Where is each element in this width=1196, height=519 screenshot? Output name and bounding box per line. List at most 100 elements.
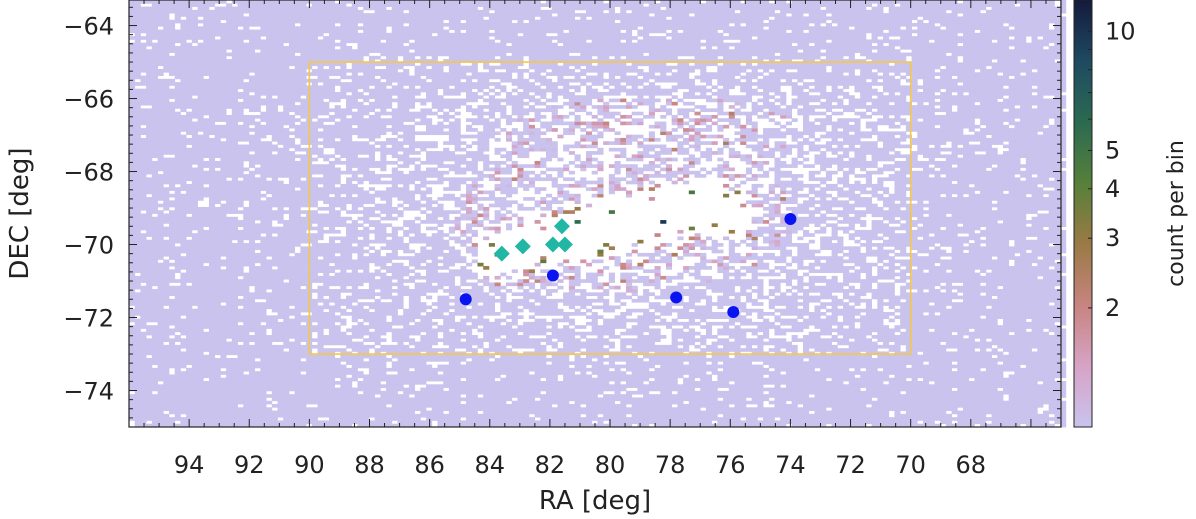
heatmap-bin <box>197 170 204 175</box>
heatmap-bin <box>260 335 267 339</box>
heatmap-bin <box>288 354 296 359</box>
heatmap-bin <box>277 187 284 191</box>
heatmap-bin <box>186 65 193 70</box>
heatmap-bin <box>260 151 267 155</box>
heatmap-bin <box>226 128 233 132</box>
heatmap-bin <box>260 285 267 290</box>
heatmap-bin <box>357 157 364 162</box>
heatmap-bin <box>323 19 330 24</box>
heatmap-bin <box>134 384 141 388</box>
heatmap-bin <box>363 3 370 7</box>
heatmap-bin <box>186 417 193 421</box>
heatmap-bin <box>174 417 181 421</box>
heatmap-bin <box>271 259 278 264</box>
heatmap-bin <box>220 226 227 231</box>
heatmap-bin <box>129 13 136 17</box>
heatmap-bin <box>231 101 238 106</box>
heatmap-bin <box>294 413 301 418</box>
heatmap-bin <box>323 164 330 168</box>
heatmap-bin <box>323 157 330 162</box>
heatmap-bin <box>168 187 176 191</box>
heatmap-bin <box>186 29 193 34</box>
heatmap-bin <box>306 410 313 415</box>
heatmap-bin <box>151 407 158 411</box>
heatmap-bin <box>237 413 244 418</box>
heatmap-bin <box>288 210 296 214</box>
heatmap-bin <box>180 364 187 369</box>
heatmap-bin <box>357 0 364 4</box>
heatmap-bin <box>368 124 376 129</box>
heatmap-bin <box>208 269 216 274</box>
heatmap-bin <box>283 400 290 405</box>
heatmap-bin <box>163 134 170 139</box>
heatmap-bin <box>254 45 261 50</box>
heatmap-bin <box>174 397 181 402</box>
heatmap-bin <box>277 0 284 4</box>
heatmap-bin <box>283 52 290 57</box>
heatmap-bin <box>208 85 216 90</box>
heatmap-bin <box>363 174 370 178</box>
heatmap-bin <box>180 108 187 113</box>
heatmap-bin <box>294 282 301 287</box>
heatmap-bin <box>363 128 370 132</box>
heatmap-bin <box>186 26 193 30</box>
heatmap-bin <box>203 348 210 352</box>
heatmap-bin <box>186 42 193 47</box>
heatmap-bin <box>203 59 210 63</box>
heatmap-bin <box>266 348 273 352</box>
heatmap-bin <box>254 85 261 90</box>
heatmap-bin <box>317 377 324 382</box>
heatmap-bin <box>334 335 341 339</box>
heatmap-bin <box>323 26 330 30</box>
heatmap-bin <box>334 82 341 86</box>
heatmap-bin <box>283 78 290 83</box>
heatmap-bin <box>300 262 307 267</box>
heatmap-bin <box>260 131 267 136</box>
heatmap-bin <box>151 95 158 99</box>
heatmap-bin <box>157 331 164 336</box>
heatmap-bin <box>254 9 261 14</box>
heatmap-bin <box>146 328 153 333</box>
heatmap-bin <box>294 371 301 375</box>
heatmap-bin <box>163 118 170 122</box>
heatmap-bin <box>254 216 261 221</box>
heatmap-bin <box>271 410 278 415</box>
heatmap-bin <box>323 390 330 395</box>
heatmap-bin <box>163 272 170 277</box>
heatmap-bin <box>254 6 261 11</box>
heatmap-bin <box>237 233 244 237</box>
heatmap-bin <box>368 420 376 425</box>
heatmap-bin <box>197 32 204 37</box>
heatmap-bin <box>340 302 347 306</box>
heatmap-bin <box>357 180 364 185</box>
heatmap-bin <box>328 154 336 159</box>
heatmap-bin <box>157 335 164 339</box>
heatmap-bin <box>266 141 273 145</box>
heatmap-bin <box>277 407 284 411</box>
heatmap-bin <box>283 111 290 116</box>
heatmap-bin <box>323 394 330 398</box>
heatmap-bin <box>243 220 250 224</box>
heatmap-bin <box>351 269 358 274</box>
heatmap-bin <box>214 272 221 277</box>
heatmap-bin <box>237 105 244 109</box>
heatmap-bin <box>168 144 176 149</box>
heatmap-bin <box>226 160 233 165</box>
heatmap-bin <box>214 55 221 60</box>
heatmap-bin <box>220 72 227 76</box>
heatmap-bin <box>271 200 278 205</box>
heatmap-bin <box>191 88 198 93</box>
heatmap-bin <box>351 101 358 106</box>
heatmap-bin <box>197 321 204 326</box>
heatmap-bin <box>277 88 284 93</box>
heatmap-bin <box>288 157 296 162</box>
heatmap-bin <box>186 88 193 93</box>
heatmap-bin <box>220 338 227 342</box>
heatmap-bin <box>220 124 227 129</box>
heatmap-bin <box>357 364 364 369</box>
heatmap-bin <box>163 49 170 53</box>
heatmap-bin <box>317 19 324 24</box>
heatmap-bin <box>237 75 244 80</box>
heatmap-bin <box>157 95 164 99</box>
heatmap-bin <box>214 351 221 356</box>
